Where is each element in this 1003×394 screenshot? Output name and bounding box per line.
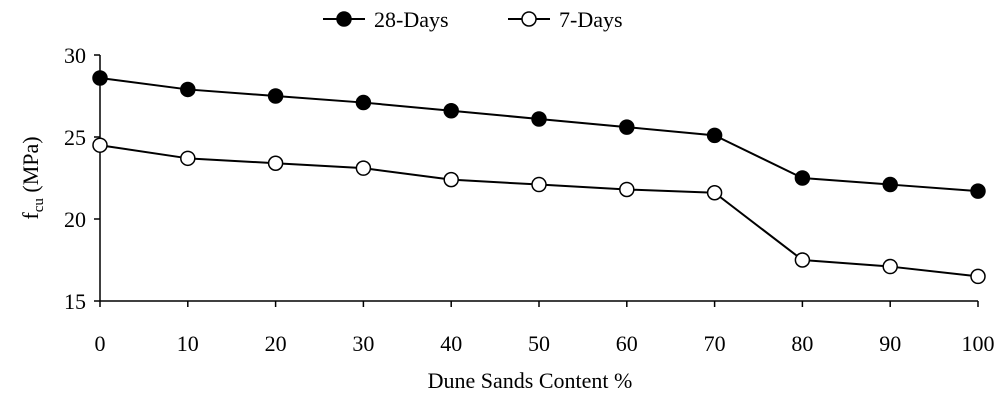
data-point-28-days bbox=[531, 111, 547, 127]
data-point-7-days bbox=[355, 160, 372, 176]
data-point-7-days bbox=[267, 155, 284, 171]
x-tick-label: 70 bbox=[704, 331, 726, 356]
series-7-days bbox=[92, 137, 986, 285]
x-tick-label: 80 bbox=[791, 331, 813, 356]
series-line-7-days bbox=[99, 144, 979, 278]
data-point-28-days bbox=[970, 183, 986, 199]
data-point-28-days bbox=[355, 94, 372, 111]
data-point-28-days bbox=[619, 119, 635, 135]
x-tick-label: 100 bbox=[962, 331, 995, 356]
data-point-28-days bbox=[92, 70, 108, 86]
x-axis-title: Dune Sands Content % bbox=[428, 368, 633, 393]
data-point-28-days bbox=[443, 103, 459, 119]
y-axis-title: fcu (MPa) bbox=[18, 136, 47, 219]
x-tick-label: 30 bbox=[352, 331, 374, 356]
data-point-7-days bbox=[882, 258, 898, 275]
y-axis-title-main: f bbox=[18, 212, 43, 220]
data-point-7-days bbox=[706, 185, 723, 201]
legend-label-7-days: 7-Days bbox=[559, 7, 623, 32]
x-tick-label: 60 bbox=[616, 331, 638, 356]
y-tick-label: 25 bbox=[64, 125, 86, 150]
data-point-7-days bbox=[180, 150, 196, 167]
data-point-7-days bbox=[619, 181, 635, 198]
data-point-7-days bbox=[92, 137, 108, 153]
data-point-28-days bbox=[180, 81, 196, 98]
y-tick-label: 20 bbox=[64, 207, 86, 232]
y-axis-title-unit: (MPa) bbox=[18, 136, 43, 198]
data-point-7-days bbox=[970, 268, 986, 285]
x-tick-label: 90 bbox=[879, 331, 901, 356]
x-tick-label: 40 bbox=[440, 331, 462, 356]
x-ticks: 0 10 20 30 40 50 60 70 80 90 100 bbox=[95, 301, 995, 356]
legend-label-28-days: 28-Days bbox=[374, 7, 449, 32]
x-tick-label: 0 bbox=[95, 331, 106, 356]
data-point-28-days bbox=[267, 88, 284, 104]
x-tick-label: 50 bbox=[528, 331, 550, 356]
legend-marker-7-days bbox=[521, 11, 537, 27]
legend-item-7-days: 7-Days bbox=[508, 7, 623, 32]
x-tick-label: 10 bbox=[177, 331, 199, 356]
y-ticks: 15 20 25 30 bbox=[64, 43, 100, 314]
data-point-28-days bbox=[882, 176, 898, 193]
data-point-28-days bbox=[794, 170, 811, 186]
series-line-28-days bbox=[99, 76, 979, 193]
x-tick-label: 20 bbox=[265, 331, 287, 356]
data-point-7-days bbox=[794, 252, 811, 268]
series-28-days bbox=[92, 70, 986, 199]
y-axis-title-subscript: cu bbox=[31, 198, 47, 213]
data-point-28-days bbox=[706, 127, 723, 144]
legend-marker-28-days bbox=[336, 11, 352, 27]
series-layer bbox=[92, 70, 986, 285]
y-tick-label: 15 bbox=[64, 289, 86, 314]
legend-item-28-days: 28-Days bbox=[323, 7, 449, 32]
y-tick-label: 30 bbox=[64, 43, 86, 68]
data-point-7-days bbox=[531, 176, 547, 193]
legend: 28-Days 7-Days bbox=[323, 7, 623, 32]
data-point-7-days bbox=[443, 171, 459, 188]
